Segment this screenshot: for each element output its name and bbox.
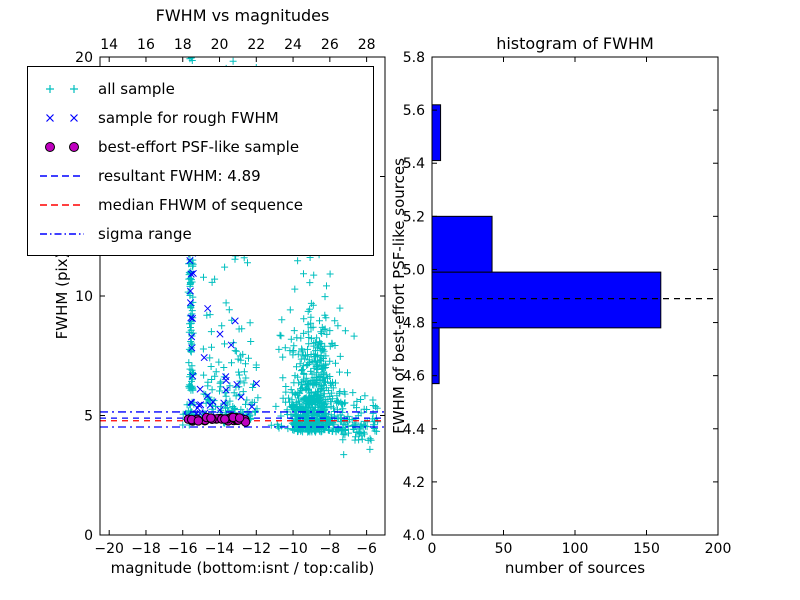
svg-text:−12: −12 [242, 541, 272, 557]
svg-text:22: 22 [247, 37, 265, 53]
svg-text:50: 50 [495, 541, 513, 557]
legend-entry: best-effort PSF-like sample [36, 132, 365, 161]
hist-bar [431, 271, 662, 329]
svg-text:10: 10 [75, 289, 93, 305]
hist-xlabel: number of sources [504, 559, 646, 577]
legend-label: all sample [98, 79, 175, 98]
scatter-series-best-effort-PSF-like-sample [183, 412, 251, 427]
legend-label: best-effort PSF-like sample [98, 137, 300, 156]
svg-text:4.0: 4.0 [403, 528, 425, 544]
histogram-axes: 0 50 100 150 200 4.0 4.2 4.4 4.6 4.8 5.0 5.2 5.4 5.6 5… [403, 50, 732, 557]
svg-text:5.6: 5.6 [403, 103, 425, 119]
svg-text:0: 0 [428, 541, 437, 557]
svg-text:−20: −20 [94, 541, 124, 557]
svg-text:4.6: 4.6 [403, 369, 425, 385]
svg-text:20: 20 [75, 50, 93, 66]
svg-text:24: 24 [284, 37, 302, 53]
scatter-series-sample-for-rough-FWHM [183, 248, 261, 421]
svg-text:−18: −18 [131, 541, 161, 557]
legend-marker-rough-fwhm-icon [36, 108, 88, 128]
legend-marker-sigma-line-icon [36, 224, 88, 244]
svg-text:28: 28 [358, 37, 376, 53]
legend-marker-resultant-line-icon [36, 166, 88, 186]
svg-text:200: 200 [705, 541, 732, 557]
legend-marker-psf-sample-icon [36, 137, 88, 157]
legend-marker-all-sample-icon [36, 79, 88, 99]
legend-label: resultant FWHM: 4.89 [98, 166, 261, 185]
svg-text:5.4: 5.4 [403, 156, 425, 172]
svg-text:5.8: 5.8 [403, 50, 425, 66]
scatter-title: FWHM vs magnitudes [155, 6, 330, 25]
legend-label: sigma range [98, 224, 192, 243]
svg-text:5: 5 [84, 409, 93, 425]
svg-text:16: 16 [137, 37, 155, 53]
hist-bar [431, 104, 442, 162]
svg-text:−16: −16 [168, 541, 198, 557]
svg-text:0: 0 [84, 528, 93, 544]
svg-text:150: 150 [633, 541, 660, 557]
scatter-xlabel: magnitude (bottom:isnt / top:calib) [110, 559, 375, 577]
legend-label: sample for rough FWHM [98, 108, 279, 127]
scatter-plot-area [100, 57, 385, 459]
hist-bar [431, 215, 493, 273]
legend: all sample sample for rough FWHM best-ef… [27, 66, 374, 256]
svg-text:20: 20 [211, 37, 229, 53]
svg-text:26: 26 [321, 37, 339, 53]
svg-text:−14: −14 [205, 541, 235, 557]
legend-entry: sample for rough FWHM [36, 103, 365, 132]
hist-ylabel: FWHM of best-effort PSF-like sources [390, 158, 408, 434]
svg-text:−6: −6 [356, 541, 377, 557]
svg-text:5.0: 5.0 [403, 262, 425, 278]
legend-entry: median FHWM of sequence [36, 190, 365, 219]
svg-text:−8: −8 [320, 541, 341, 557]
svg-text:5.2: 5.2 [403, 209, 425, 225]
hist-title: histogram of FWHM [496, 34, 654, 53]
scatter-ylabel: FWHM (pix) [53, 252, 71, 340]
svg-text:−10: −10 [278, 541, 308, 557]
svg-text:18: 18 [174, 37, 192, 53]
legend-label: median FHWM of sequence [98, 195, 303, 214]
legend-entry: all sample [36, 74, 365, 103]
legend-marker-median-line-icon [36, 195, 88, 215]
svg-text:14: 14 [100, 37, 118, 53]
svg-text:4.8: 4.8 [403, 316, 425, 332]
svg-text:4.2: 4.2 [403, 475, 425, 491]
legend-entry: resultant FWHM: 4.89 [36, 161, 365, 190]
histogram-plot-area [431, 104, 718, 385]
svg-text:4.4: 4.4 [403, 422, 425, 438]
legend-entry: sigma range [36, 219, 365, 248]
svg-text:100: 100 [562, 541, 589, 557]
scatter-axes: −20 14 −18 16 −16 18 −14 20 −12 22 −10 24 −8 26 −6 28 0 5… [75, 37, 386, 557]
